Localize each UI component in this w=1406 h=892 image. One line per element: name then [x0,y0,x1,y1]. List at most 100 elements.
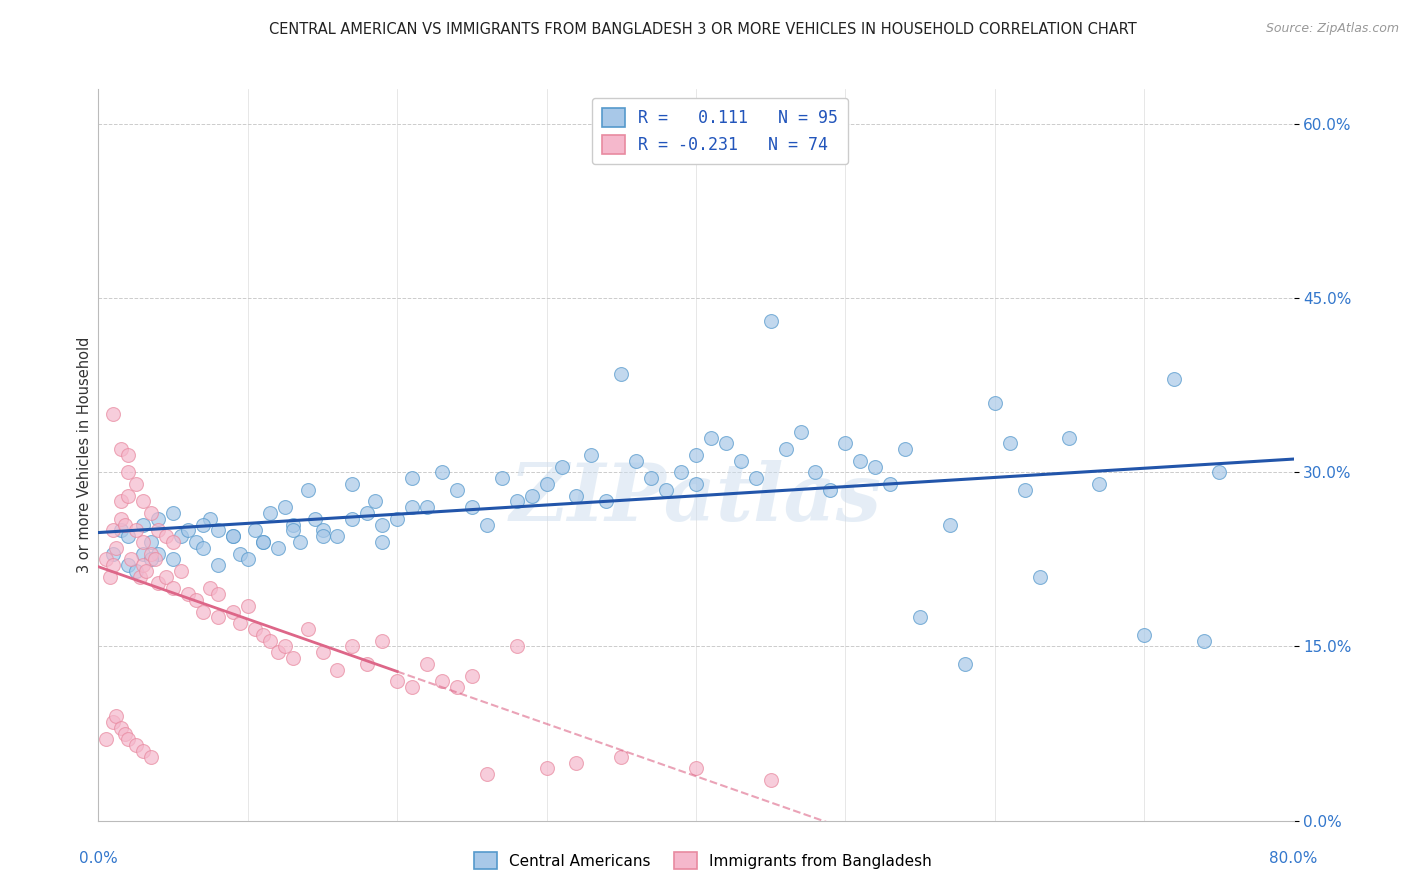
Point [430,466,453,480]
Point [730,454,752,468]
Point [148,512,170,526]
Point [139,506,162,520]
Text: ZIPatlas: ZIPatlas [510,460,882,538]
Point [139,535,162,549]
Point [461,500,484,515]
Point [550,459,572,474]
Point [125,524,148,538]
Point [162,506,184,520]
Point [281,517,304,532]
Point [1208,466,1230,480]
Point [207,610,229,624]
Point [125,564,148,578]
Point [110,442,132,456]
Point [326,529,349,543]
Point [685,477,707,491]
Point [342,512,364,526]
Point [229,547,252,561]
Point [148,524,170,538]
Point [669,466,692,480]
Point [714,436,737,450]
Point [229,616,252,631]
Point [162,582,184,596]
Point [281,651,304,665]
Point [759,772,782,787]
Point [245,622,267,636]
Point [983,395,1005,409]
Point [162,552,184,566]
Point [207,587,229,601]
Point [655,483,678,497]
Point [125,738,148,752]
Point [110,524,132,538]
Point [103,558,125,573]
Point [222,529,245,543]
Point [371,633,394,648]
Point [200,512,222,526]
Point [148,575,170,590]
Point [371,535,394,549]
Point [304,512,326,526]
Point [342,640,364,654]
Point [191,605,214,619]
Legend: R =   0.111   N = 95, R = -0.231   N = 74: R = 0.111 N = 95, R = -0.231 N = 74 [592,97,848,164]
Point [595,494,617,508]
Point [184,535,207,549]
Point [132,744,155,758]
Point [129,570,152,584]
Point [114,726,136,740]
Point [804,466,827,480]
Point [356,506,378,520]
Point [184,593,207,607]
Point [506,640,529,654]
Point [1133,628,1156,642]
Point [259,506,281,520]
Point [834,436,856,450]
Point [385,674,409,689]
Point [342,477,364,491]
Point [94,732,117,747]
Point [953,657,976,671]
Point [200,582,222,596]
Text: CENTRAL AMERICAN VS IMMIGRANTS FROM BANGLADESH 3 OR MORE VEHICLES IN HOUSEHOLD C: CENTRAL AMERICAN VS IMMIGRANTS FROM BANG… [269,22,1137,37]
Point [401,471,423,485]
Point [430,674,453,689]
Point [274,640,297,654]
Point [894,442,917,456]
Point [155,529,177,543]
Point [162,535,184,549]
Point [148,547,170,561]
Point [105,541,128,555]
Point [117,448,139,462]
Point [177,587,200,601]
Point [908,610,931,624]
Point [326,663,349,677]
Point [297,622,319,636]
Point [117,466,139,480]
Point [1192,633,1215,648]
Point [446,483,468,497]
Point [259,633,281,648]
Point [267,541,290,555]
Text: Source: ZipAtlas.com: Source: ZipAtlas.com [1265,22,1399,36]
Point [685,448,707,462]
Point [775,442,797,456]
Point [565,756,588,770]
Point [475,767,498,781]
Point [759,314,782,328]
Point [267,645,290,659]
Point [288,535,311,549]
Point [998,436,1021,450]
Point [222,529,245,543]
Point [236,599,259,613]
Point [789,425,811,439]
Point [191,517,214,532]
Point [685,761,707,775]
Point [364,494,387,508]
Point [311,529,333,543]
Point [117,558,139,573]
Point [820,483,842,497]
Point [371,517,394,532]
Point [624,454,647,468]
Point [565,489,588,503]
